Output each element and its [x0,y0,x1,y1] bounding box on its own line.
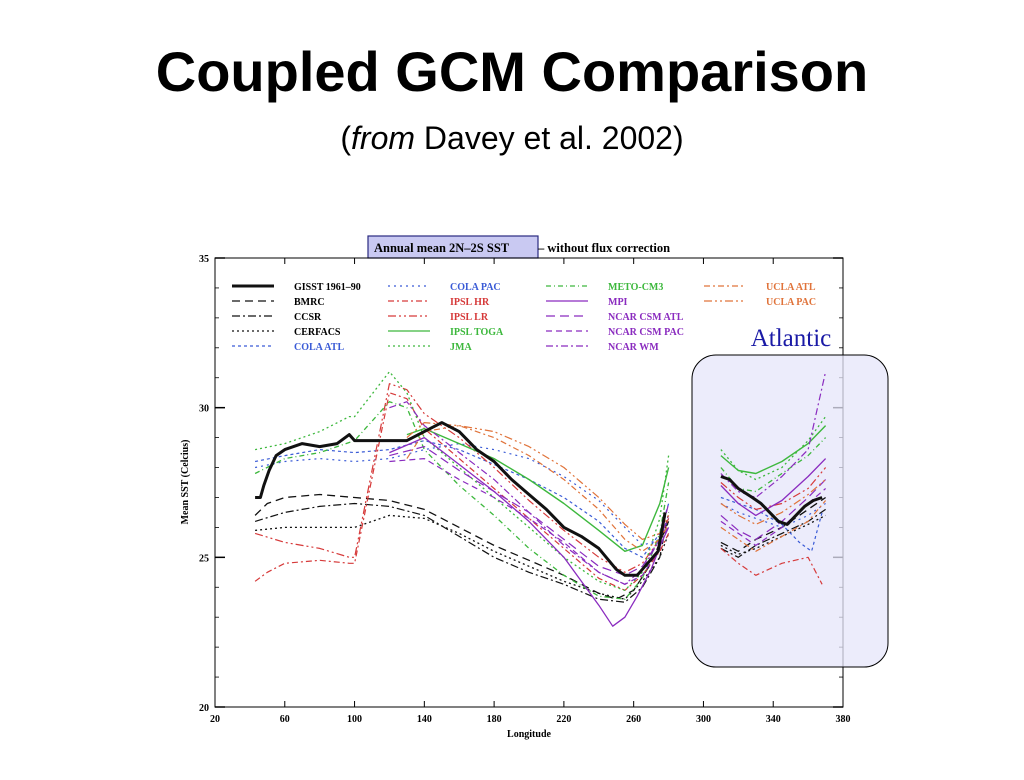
y-tick-label: 25 [199,553,209,564]
legend-label-cola-pac: COLA PAC [450,282,501,293]
series-line-ucla-pac-atlantic [720,479,826,526]
x-tick-label: 260 [626,714,641,725]
series-line-bmrc-pacific [254,493,670,600]
series-line-bmrc-atlantic [720,496,826,552]
series-line-gisst-1961-90-pacific [255,421,667,577]
slide-subtitle: (from Davey et al. 2002) [0,118,1024,158]
series-line-ccsr-atlantic [720,508,826,558]
legend-label-ncar-wm: NCAR WM [608,342,659,353]
subtitle-rest: Davey et al. 2002) [415,120,684,156]
y-tick-label: 30 [199,404,209,415]
series-line-ipsl-hr-atlantic [720,547,823,585]
legend-label-cola-atl: COLA ATL [294,342,344,353]
series-line-gisst-1961-90-atlantic [720,475,823,526]
legend-label-ccsr: CCSR [294,312,322,323]
series-line-jma-pacific [254,371,670,591]
series-line-cerfacs-atlantic [720,514,826,555]
x-tick-label: 340 [766,714,781,725]
subtitle-open-paren: ( [340,120,352,156]
subtitle-italic: from [351,120,416,156]
series-line-cola-pac-atlantic [720,502,826,529]
legend-label-cerfacs: CERFACS [294,327,341,338]
legend-label-jma: JMA [450,342,472,353]
y-tick-labels: 20 25 30 35 [199,254,209,714]
series-line-jma-atlantic [720,416,827,481]
y-tick-label: 20 [199,703,209,714]
series-line-ucla-atl-pacific [406,425,670,552]
x-tick-label: 180 [487,714,502,725]
legend-label-ncar-csm-atl: NCAR CSM ATL [608,312,684,323]
legend-label-ipsl-hr: IPSL HR [450,297,490,308]
legend-label-gisst-1961-90: GISST 1961–90 [294,282,361,293]
series-line-ipsl-lr-atlantic [720,467,827,510]
legend-label-meto-cm3: METO-CM3 [608,282,663,293]
series-line-cerfacs-pacific [255,514,670,600]
legend-label-ipsl-lr: IPSL LR [450,312,489,323]
legend-label-mpi: MPI [608,297,628,308]
series-line-ncar-wm-atlantic [720,371,827,499]
series-line-meto-cm3-pacific [254,401,670,600]
legend-label-bmrc: BMRC [294,297,325,308]
atlantic-highlight-box [691,354,889,668]
series-line-ucla-atl-atlantic [720,500,827,552]
series-line-meto-cm3-atlantic [720,437,827,493]
x-tick-label: 220 [556,714,571,725]
x-tick-label: 100 [347,714,362,725]
series-line-ncar-csm-atl-pacific [389,446,670,576]
atlantic-annotation: Atlantic [751,325,832,352]
series-line-ipsl-toga-atlantic [720,425,827,475]
series-line-ipsl-hr-pacific [254,392,670,591]
x-tick-label: 60 [280,714,290,725]
chart-title-suffix: – without flux correction [537,241,670,255]
series-line-ipsl-lr-pacific [254,383,670,573]
series-line-ucla-pac-pacific [406,422,670,541]
y-tick-label: 35 [199,254,209,265]
x-axis-label: Longitude [507,729,551,740]
legend-label-ncar-csm-pac: NCAR CSM PAC [608,327,684,338]
y-axis-label: Mean SST (Celcius) [180,440,191,525]
legend: GISST 1961–90 BMRC CCSR CERFACS COLA ATL COLA… [232,282,816,353]
chart-title-boxed: Annual mean 2N–2S SST [374,241,510,255]
legend-label-ucla-pac: UCLA PAC [766,297,816,308]
legend-label-ucla-atl: UCLA ATL [766,282,816,293]
series-line-cola-atl-pacific [254,440,670,558]
x-tick-label: 140 [417,714,432,725]
slide-title: Coupled GCM Comparison [155,40,869,103]
legend-label-ipsl-toga: IPSL TOGA [450,327,504,338]
series-line-ncar-csm-atl-atlantic [720,479,827,541]
series-line-ipsl-toga-pacific [406,427,670,552]
series-group [254,371,827,627]
series-line-mpi-pacific [389,436,670,627]
series-line-ncar-csm-pac-pacific [389,458,670,585]
x-tick-label: 300 [696,714,711,725]
series-line-mpi-atlantic [720,458,827,517]
x-tick-label: 380 [836,714,851,725]
x-tick-labels: 20 60 100 140 180 220 260 300 340 380 [210,714,851,725]
x-tick-label: 20 [210,714,220,725]
